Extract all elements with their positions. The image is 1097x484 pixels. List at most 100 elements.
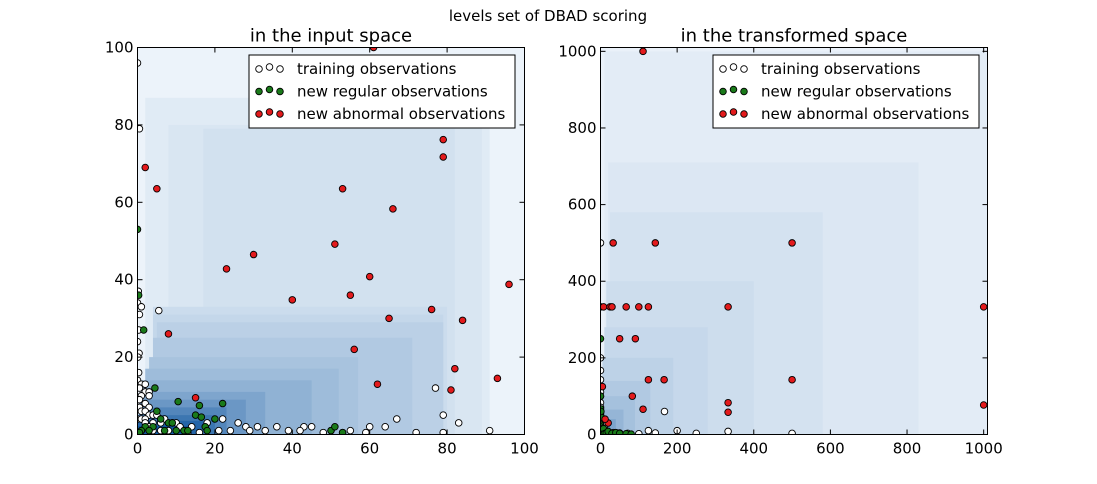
scatter-points bbox=[137, 47, 513, 435]
y-tick-label: 1000 bbox=[558, 42, 596, 60]
data-point-training bbox=[365, 423, 374, 431]
data-point-abnormal bbox=[288, 296, 297, 304]
data-point-abnormal bbox=[331, 240, 339, 248]
data-point-abnormal bbox=[350, 345, 358, 354]
data-point-training bbox=[137, 395, 144, 404]
legend-marker bbox=[740, 87, 748, 96]
y-tick-label: 20 bbox=[114, 348, 133, 366]
data-point-training bbox=[226, 426, 235, 435]
axes-frame bbox=[600, 47, 988, 435]
data-point-abnormal bbox=[724, 303, 732, 311]
data-point-training bbox=[141, 380, 149, 388]
x-tick-label: 60 bbox=[360, 440, 379, 458]
data-point-training bbox=[724, 427, 732, 435]
data-point-training bbox=[362, 428, 370, 435]
data-point-training bbox=[145, 392, 153, 400]
data-point-training bbox=[788, 429, 796, 435]
data-point-abnormal bbox=[639, 405, 647, 413]
data-point-abnormal bbox=[724, 398, 732, 407]
data-point-abnormal bbox=[979, 401, 988, 409]
data-point-training bbox=[381, 423, 389, 431]
data-point-abnormal bbox=[622, 303, 630, 311]
data-point-training bbox=[307, 423, 316, 431]
data-point-regular bbox=[156, 415, 165, 423]
y-tick-label: 0 bbox=[124, 426, 134, 444]
legend-marker bbox=[255, 65, 263, 73]
data-point-regular bbox=[145, 426, 153, 435]
legend-marker bbox=[276, 87, 284, 96]
data-point-training bbox=[692, 429, 701, 435]
data-point-regular bbox=[203, 426, 211, 435]
data-point-training bbox=[412, 428, 420, 435]
data-point-abnormal bbox=[660, 375, 668, 384]
data-point-abnormal bbox=[979, 303, 988, 311]
data-point-abnormal bbox=[389, 205, 397, 213]
data-point-abnormal bbox=[644, 303, 653, 311]
data-point-abnormal bbox=[458, 316, 467, 325]
data-point-training bbox=[644, 426, 653, 435]
x-tick-label: 600 bbox=[816, 440, 845, 458]
data-point-training bbox=[218, 415, 227, 423]
data-point-abnormal bbox=[141, 163, 149, 172]
figure-suptitle: levels set of DBAD scoring bbox=[449, 7, 647, 25]
x-tick-label: 40 bbox=[283, 440, 302, 458]
data-point-training bbox=[137, 310, 144, 319]
data-point-abnormal bbox=[338, 185, 347, 193]
data-point-training bbox=[439, 411, 447, 419]
y-tick-label: 200 bbox=[568, 349, 597, 367]
y-tick-label: 600 bbox=[568, 196, 597, 214]
data-point-abnormal bbox=[600, 303, 608, 311]
y-tick-label: 80 bbox=[114, 116, 133, 134]
data-point-training bbox=[215, 426, 223, 435]
x-tick-label: 1000 bbox=[965, 440, 1003, 458]
data-point-training bbox=[660, 407, 669, 416]
axes-frame bbox=[137, 47, 525, 435]
data-point-training bbox=[137, 303, 146, 311]
data-point-abnormal bbox=[222, 265, 231, 273]
data-point-abnormal bbox=[644, 375, 653, 384]
x-tick-label: 20 bbox=[205, 440, 224, 458]
data-point-abnormal bbox=[788, 375, 796, 384]
data-point-training bbox=[137, 125, 144, 133]
legend: training observations new regular observa… bbox=[248, 54, 516, 129]
scatter-points bbox=[600, 47, 988, 435]
data-point-abnormal bbox=[505, 280, 513, 289]
data-point-abnormal bbox=[493, 374, 502, 383]
data-point-abnormal bbox=[724, 408, 732, 417]
data-point-training bbox=[155, 306, 163, 315]
data-point-abnormal bbox=[373, 380, 382, 388]
data-point-regular bbox=[137, 428, 144, 435]
x-tick-label: 200 bbox=[663, 440, 692, 458]
data-point-regular bbox=[195, 401, 204, 410]
legend-marker bbox=[265, 63, 274, 71]
data-point-abnormal bbox=[639, 47, 647, 56]
legend-label: new abnormal observations bbox=[761, 105, 970, 123]
data-point-regular bbox=[218, 399, 227, 408]
data-point-abnormal bbox=[601, 415, 609, 423]
data-point-regular bbox=[151, 384, 159, 392]
data-point-abnormal bbox=[631, 334, 640, 343]
data-point-abnormal bbox=[447, 386, 455, 394]
data-point-regular bbox=[331, 423, 339, 431]
data-point-training bbox=[485, 426, 494, 435]
data-point-abnormal bbox=[608, 303, 616, 311]
y-tick-label: 400 bbox=[568, 272, 597, 290]
data-point-regular bbox=[184, 426, 192, 435]
x-tick-label: 800 bbox=[893, 440, 922, 458]
legend-box bbox=[248, 54, 516, 129]
panel-title: in the input space bbox=[250, 26, 412, 47]
x-tick-label: 0 bbox=[596, 440, 606, 458]
data-point-regular bbox=[137, 225, 142, 234]
x-tick-label: 400 bbox=[739, 440, 768, 458]
data-point-training bbox=[431, 384, 440, 392]
data-point-abnormal bbox=[615, 334, 624, 343]
legend: training observations new regular observa… bbox=[712, 54, 980, 129]
y-tick-label: 800 bbox=[568, 119, 597, 137]
data-point-regular bbox=[174, 397, 182, 406]
panel-title: in the transformed space bbox=[681, 26, 908, 47]
legend-marker bbox=[719, 110, 727, 118]
data-point-abnormal bbox=[346, 291, 355, 299]
data-point-abnormal bbox=[427, 305, 436, 314]
